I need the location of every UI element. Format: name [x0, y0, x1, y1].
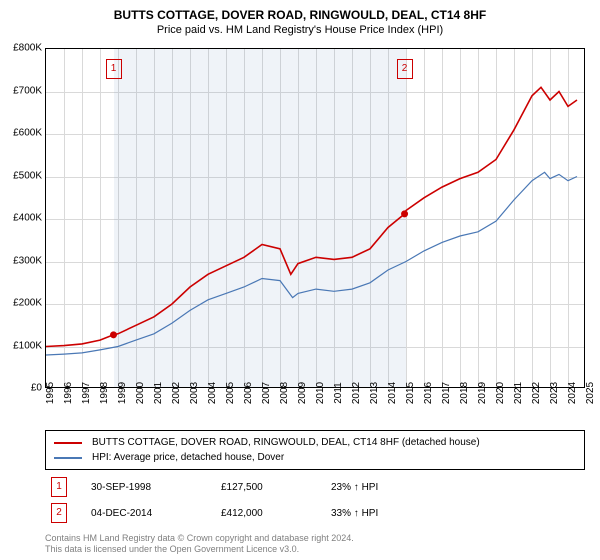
xtick-label: 2001 [153, 382, 164, 404]
xtick-label: 2009 [297, 382, 308, 404]
sale-date: 04-DEC-2014 [91, 508, 221, 519]
ytick-label: £100K [13, 340, 42, 351]
sale-marker-2: 2 [397, 59, 413, 79]
xtick-label: 2016 [423, 382, 434, 404]
sale-dot-1 [110, 331, 117, 338]
xtick-label: 2005 [225, 382, 236, 404]
xtick-label: 2021 [513, 382, 524, 404]
xtick-label: 2017 [441, 382, 452, 404]
sale-dot-2 [401, 210, 408, 217]
ytick-label: £800K [13, 43, 42, 54]
xtick-label: 2022 [531, 382, 542, 404]
sale-pct: 33% ↑ HPI [331, 508, 451, 519]
ytick-label: £200K [13, 298, 42, 309]
xtick-label: 2008 [279, 382, 290, 404]
xtick-label: 2023 [549, 382, 560, 404]
xtick-label: 2015 [405, 382, 416, 404]
plot-frame: 12 [45, 48, 585, 388]
xtick-label: 1995 [45, 382, 56, 404]
ytick-label: £500K [13, 170, 42, 181]
xtick-label: 2014 [387, 382, 398, 404]
xtick-label: 1996 [63, 382, 74, 404]
xtick-label: 2018 [459, 382, 470, 404]
xtick-label: 2013 [369, 382, 380, 404]
legend: BUTTS COTTAGE, DOVER ROAD, RINGWOULD, DE… [45, 430, 585, 470]
xtick-label: 2010 [315, 382, 326, 404]
xtick-label: 2025 [585, 382, 596, 404]
legend-item: HPI: Average price, detached house, Dove… [54, 450, 576, 465]
ytick-label: £300K [13, 255, 42, 266]
series-hpi_dover_detached [46, 172, 577, 355]
ytick-label: £400K [13, 213, 42, 224]
legend-swatch [54, 442, 82, 444]
series-property_price [46, 87, 577, 346]
sale-marker-1: 1 [106, 59, 122, 79]
sale-price: £127,500 [221, 482, 331, 493]
sales-table: 1 30-SEP-1998£127,50023% ↑ HPI 2 04-DEC-201… [45, 474, 585, 526]
footer-line2: This data is licensed under the Open Gov… [45, 544, 585, 556]
xtick-label: 2012 [351, 382, 362, 404]
xtick-label: 1998 [99, 382, 110, 404]
sale-price: £412,000 [221, 508, 331, 519]
legend-label: BUTTS COTTAGE, DOVER ROAD, RINGWOULD, DE… [92, 437, 480, 448]
chart-area: 12 £0£100K£200K£300K£400K£500K£600K£700K… [45, 48, 585, 388]
xtick-label: 1999 [117, 382, 128, 404]
sale-row-marker: 2 [51, 503, 67, 523]
xtick-label: 2004 [207, 382, 218, 404]
line-series-svg [46, 49, 586, 389]
xtick-label: 2000 [135, 382, 146, 404]
sale-row: 2 04-DEC-2014£412,00033% ↑ HPI [45, 500, 585, 526]
ytick-label: £600K [13, 128, 42, 139]
xtick-label: 2011 [333, 382, 344, 404]
xtick-label: 2019 [477, 382, 488, 404]
legend-label: HPI: Average price, detached house, Dove… [92, 452, 284, 463]
xtick-label: 2002 [171, 382, 182, 404]
chart-card: BUTTS COTTAGE, DOVER ROAD, RINGWOULD, DE… [0, 0, 600, 560]
footer-credit: Contains HM Land Registry data © Crown c… [45, 533, 585, 556]
sale-row: 1 30-SEP-1998£127,50023% ↑ HPI [45, 474, 585, 500]
ytick-label: £700K [13, 85, 42, 96]
xtick-label: 2007 [261, 382, 272, 404]
xtick-label: 1997 [81, 382, 92, 404]
legend-item: BUTTS COTTAGE, DOVER ROAD, RINGWOULD, DE… [54, 435, 576, 450]
sale-pct: 23% ↑ HPI [331, 482, 451, 493]
xtick-label: 2024 [567, 382, 578, 404]
title-sub: Price paid vs. HM Land Registry's House … [0, 22, 600, 36]
sale-date: 30-SEP-1998 [91, 482, 221, 493]
xtick-label: 2003 [189, 382, 200, 404]
xtick-label: 2006 [243, 382, 254, 404]
legend-swatch [54, 457, 82, 459]
sale-row-marker: 1 [51, 477, 67, 497]
xtick-label: 2020 [495, 382, 506, 404]
ytick-label: £0 [31, 383, 42, 394]
footer-line1: Contains HM Land Registry data © Crown c… [45, 533, 585, 545]
title-address: BUTTS COTTAGE, DOVER ROAD, RINGWOULD, DE… [0, 0, 600, 22]
